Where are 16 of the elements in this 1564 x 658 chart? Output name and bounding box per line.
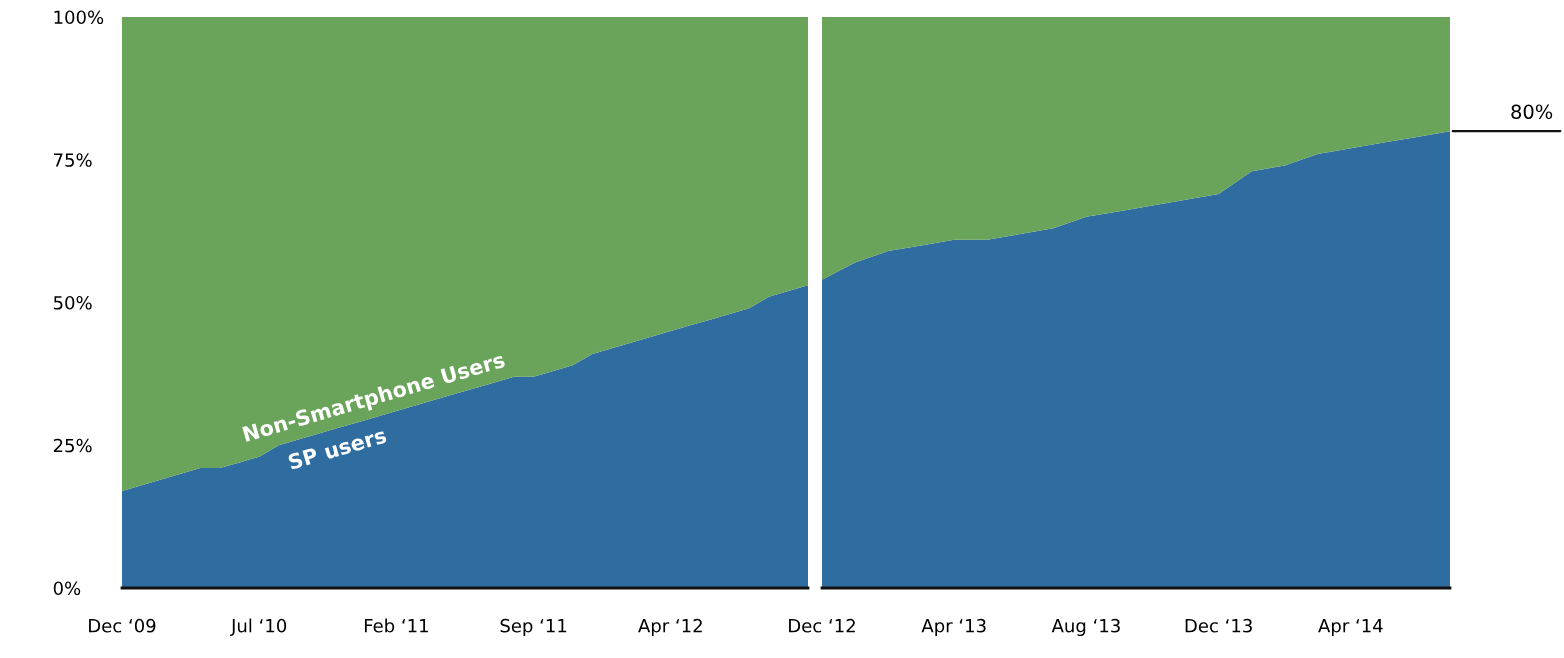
x-tick-label: Dec ‘09	[89, 618, 156, 633]
x-tick-label: Apr ‘13	[921, 618, 986, 637]
x-tick-label: Apr ‘12	[638, 618, 702, 637]
x-tick-label: Jul ‘10	[230, 618, 287, 636]
x-tick-label: Sep ‘11	[500, 618, 567, 637]
y-tick-label: 50%	[53, 295, 92, 310]
y-tick-label: 75%	[54, 153, 92, 167]
x-tick-label: Apr ‘14	[1318, 619, 1383, 637]
y-tick-label: 100%	[54, 10, 104, 25]
y-tick-label: 0%	[53, 581, 81, 596]
x-tick-label: Dec ‘13	[1185, 618, 1252, 633]
x-tick-label: Dec ‘12	[789, 618, 855, 633]
y-tick-label: 25%	[53, 438, 92, 453]
text: 80%	[1511, 104, 1553, 120]
x-tick-label: Feb ‘11	[364, 618, 428, 633]
x-tick-label: Aug ‘13	[1051, 618, 1120, 637]
